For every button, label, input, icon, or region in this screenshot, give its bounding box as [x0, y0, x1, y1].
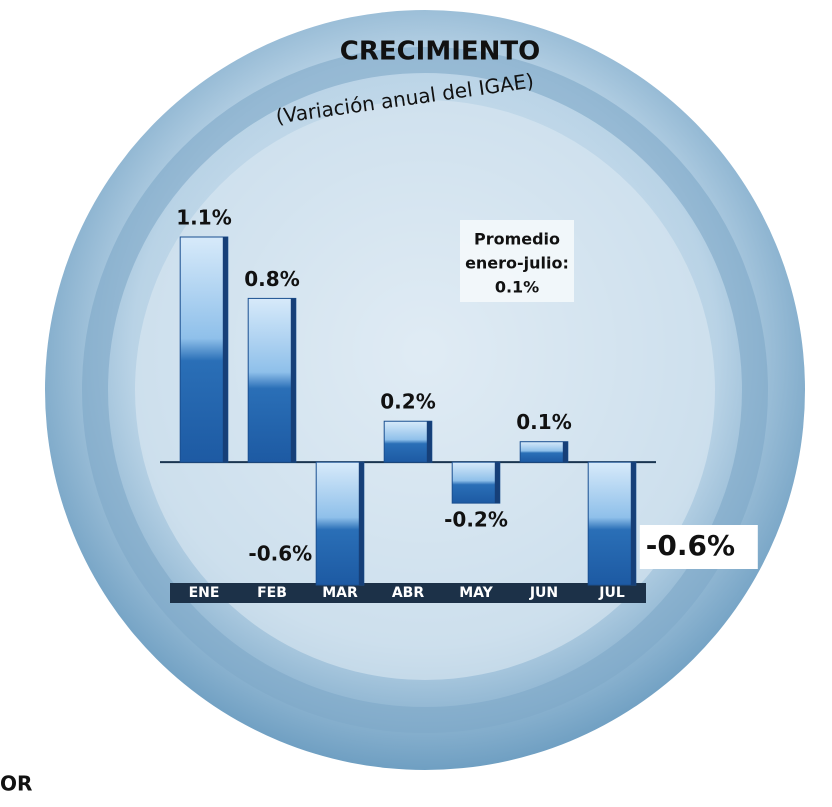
- annotation-line: enero-julio:: [465, 254, 569, 273]
- bar: [384, 421, 432, 462]
- bar-edge: [291, 298, 296, 462]
- value-label: -0.2%: [444, 508, 508, 532]
- bar: [316, 462, 364, 585]
- x-tick-label: ABR: [392, 585, 425, 601]
- bar: [452, 462, 500, 503]
- annotation-line: 0.1%: [495, 278, 539, 297]
- chart: CRECIMIENTO (Variación anual del IGAE) P…: [0, 0, 832, 803]
- x-tick-label: JUL: [598, 585, 625, 601]
- page: {"chart_data": {"type": "bar", "title": …: [0, 0, 832, 803]
- chart-title: CRECIMIENTO: [340, 37, 541, 67]
- value-label: 0.1%: [516, 410, 571, 434]
- page-body: CRECIMIENTO (Variación anual del IGAE) P…: [0, 0, 832, 803]
- bar-edge: [495, 462, 500, 503]
- bar: [520, 442, 568, 462]
- x-tick-label: MAY: [459, 585, 493, 601]
- bar: [248, 298, 296, 462]
- bar-edge: [427, 421, 432, 462]
- bar-edge: [563, 442, 568, 462]
- bar-edge: [631, 462, 636, 585]
- annotation-line: Promedio: [474, 230, 560, 249]
- value-label: 1.1%: [176, 206, 231, 230]
- x-tick-label: JUN: [529, 585, 558, 601]
- page-fragment: OR: [0, 772, 32, 796]
- x-tick-label: ENE: [189, 585, 220, 601]
- x-tick-label: MAR: [322, 585, 358, 601]
- bar-edge: [359, 462, 364, 585]
- value-label: 0.2%: [380, 390, 435, 414]
- bar-edge: [223, 237, 228, 462]
- value-label: -0.6%: [248, 542, 312, 566]
- value-label: 0.8%: [244, 267, 299, 291]
- bar: [180, 237, 228, 462]
- x-tick-label: FEB: [257, 585, 287, 601]
- bar: [588, 462, 636, 585]
- value-label: -0.6%: [646, 529, 735, 562]
